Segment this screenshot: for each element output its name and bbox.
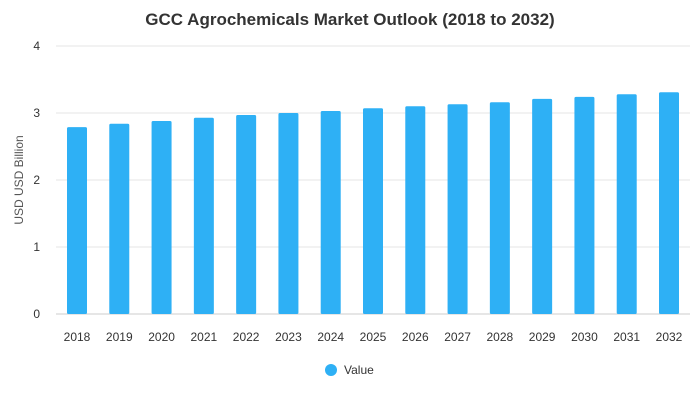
bar-2028[interactable]	[489, 102, 510, 314]
x-tick-label: 2029	[529, 330, 556, 344]
x-tick-label: 2027	[444, 330, 471, 344]
x-tick-label: 2019	[106, 330, 133, 344]
bar-2022[interactable]	[236, 115, 257, 314]
x-tick-label: 2020	[148, 330, 175, 344]
x-tick-label: 2025	[360, 330, 387, 344]
bar-2019[interactable]	[109, 123, 130, 314]
x-tick-label: 2018	[64, 330, 91, 344]
y-tick-labels: 0 1 2 3 4	[33, 39, 40, 321]
x-tick-label: 2031	[613, 330, 640, 344]
bar-2020[interactable]	[151, 121, 172, 314]
x-tick-label: 2026	[402, 330, 429, 344]
bar-2027[interactable]	[447, 104, 468, 314]
bars	[67, 92, 679, 315]
bar-2026[interactable]	[405, 106, 426, 314]
bar-2030[interactable]	[574, 96, 595, 314]
bar-2024[interactable]	[320, 110, 341, 315]
x-tick-label: 2028	[487, 330, 514, 344]
y-tick-label: 3	[33, 106, 40, 120]
legend-label: Value	[344, 363, 374, 377]
y-tick-label: 0	[33, 307, 40, 321]
bar-2032[interactable]	[659, 92, 679, 314]
x-tick-label: 2022	[233, 330, 260, 344]
chart-title: GCC Agrochemicals Market Outlook (2018 t…	[145, 10, 554, 29]
x-tick-label: 2032	[656, 330, 683, 344]
legend[interactable]: Value	[325, 363, 374, 377]
x-tick-label: 2021	[191, 330, 218, 344]
bar-2031[interactable]	[616, 94, 637, 315]
bar-2029[interactable]	[532, 98, 553, 315]
legend-marker	[325, 364, 337, 376]
y-tick-label: 1	[33, 240, 40, 254]
x-tick-label: 2030	[571, 330, 598, 344]
bar-2018[interactable]	[67, 127, 87, 314]
y-axis-title: USD USD Billion	[12, 135, 26, 224]
y-tick-label: 4	[33, 39, 40, 53]
x-tick-labels: 2018 2019 2020 2021 2022 2023 2024 2025 2026 2027…	[64, 330, 683, 344]
bar-2025[interactable]	[363, 108, 383, 314]
bar-2021[interactable]	[193, 117, 214, 314]
x-tick-label: 2024	[317, 330, 344, 344]
y-tick-label: 2	[33, 173, 40, 187]
x-tick-label: 2023	[275, 330, 302, 344]
bar-2023[interactable]	[278, 113, 299, 314]
